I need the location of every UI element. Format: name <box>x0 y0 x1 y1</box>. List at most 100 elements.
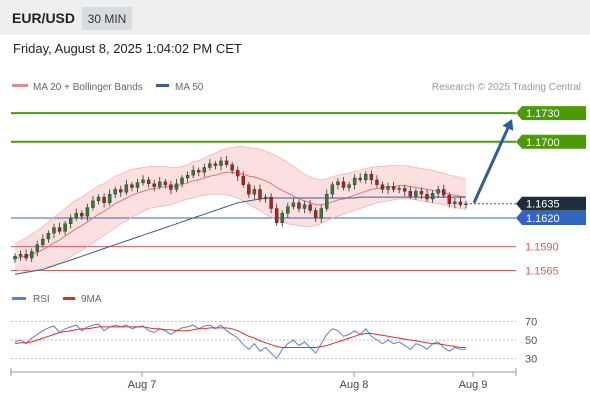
candle-body <box>152 183 156 187</box>
level-label-1.1700: 1.1700 <box>526 137 560 149</box>
candle-body <box>91 200 95 208</box>
candle-body <box>302 204 307 209</box>
candle-body <box>280 213 284 223</box>
candle-body <box>68 217 73 224</box>
candle-body <box>52 227 56 234</box>
arrow-shaft <box>472 127 510 204</box>
candle-body <box>241 175 246 185</box>
bollinger-lower-line <box>14 193 467 272</box>
candle-body <box>24 254 28 259</box>
candle-body <box>453 201 457 204</box>
candle-body <box>80 213 84 217</box>
candle-body <box>146 179 151 184</box>
candle-body <box>319 208 323 219</box>
candle-body <box>386 186 390 190</box>
candle-body <box>447 194 452 204</box>
candle-body <box>213 163 218 166</box>
candle-body <box>364 173 368 181</box>
level-label-1.1620: 1.1620 <box>526 213 560 225</box>
candlesticks <box>13 156 468 263</box>
candle-body <box>408 191 413 197</box>
candle-body <box>336 181 340 185</box>
candle-body <box>458 201 463 205</box>
ma20-line <box>14 171 467 259</box>
level-label-1.1565: 1.1565 <box>525 265 559 277</box>
timeframe-badge[interactable] <box>82 7 132 30</box>
candle-body <box>391 186 396 190</box>
level-tag-1.1700 <box>516 134 586 149</box>
candle-body <box>174 183 179 190</box>
candle-body <box>85 207 90 217</box>
candle-body <box>141 179 145 183</box>
candle-body <box>286 206 290 214</box>
ma50-line <box>14 196 466 275</box>
candle-body <box>124 184 129 193</box>
x-label-1: Aug 8 <box>340 379 369 391</box>
candle-body <box>419 191 424 195</box>
research-credit: Research © 2025 Trading Central <box>432 82 581 93</box>
candle-body <box>330 184 335 195</box>
bollinger-band-fill <box>15 146 466 272</box>
candle-body <box>308 204 312 211</box>
key-levels <box>11 112 516 271</box>
candle-body <box>430 193 435 200</box>
candle-body <box>269 196 273 209</box>
candle-body <box>46 233 51 240</box>
level-tags: 1.1730 1.1700 1.1620 1.1590 1.1565 1.1635 <box>516 106 586 277</box>
candle-body <box>35 244 40 252</box>
rsi-tick-50: 50 <box>525 335 537 347</box>
candle-body <box>163 181 168 185</box>
moving-averages <box>14 146 467 275</box>
candle-body <box>274 208 279 223</box>
rsi-ma-legend-swatch <box>63 297 75 300</box>
candle-body <box>297 202 301 209</box>
rsi-line <box>14 323 466 360</box>
candle-body <box>397 188 401 190</box>
level-tag-1.1620 <box>516 211 586 226</box>
candle-body <box>185 174 190 179</box>
candle-body <box>135 182 140 188</box>
candle-body <box>341 181 346 188</box>
candle-body <box>230 164 234 171</box>
candle-body <box>102 196 106 203</box>
candle-body <box>29 251 34 259</box>
timeframe-label: 30 MIN <box>88 12 127 26</box>
candle-body <box>247 184 251 195</box>
level-tag-1.1730 <box>516 106 586 121</box>
candle-body <box>57 227 62 232</box>
arrow-head <box>502 119 514 131</box>
candle-body <box>425 193 429 200</box>
current-price-label: 1.1635 <box>526 199 560 211</box>
symbol-title: EUR/USD <box>12 10 75 26</box>
current-price-tag <box>516 196 586 211</box>
ma20-legend-swatch <box>12 84 28 87</box>
candle-body <box>414 191 418 197</box>
candle-body <box>380 184 385 190</box>
candle-body <box>325 193 329 209</box>
candle-body <box>224 160 229 165</box>
x-label-0: Aug 7 <box>128 379 157 391</box>
rsi-tick-30: 30 <box>525 354 537 366</box>
candle-body <box>375 179 379 185</box>
candle-body <box>441 189 446 196</box>
candle-body <box>369 173 374 181</box>
level-label-1.1730: 1.1730 <box>526 108 560 120</box>
x-axis-labels: Aug 7 Aug 8 Aug 9 <box>128 372 487 391</box>
candle-body <box>18 254 23 257</box>
rsi-legend-label: RSI <box>33 294 50 305</box>
candle-body <box>291 202 296 207</box>
candle-body <box>352 177 357 185</box>
candle-body <box>180 177 184 184</box>
candle-body <box>197 170 201 173</box>
bollinger-upper-line <box>14 146 467 245</box>
candle-body <box>313 210 318 219</box>
candle-body <box>358 177 362 181</box>
candle-body <box>96 196 101 202</box>
candle-body <box>158 181 162 187</box>
rsi-ma-line <box>14 326 466 348</box>
rsi-legend-swatch <box>12 297 26 300</box>
candle-body <box>403 188 407 192</box>
candle-body <box>347 184 351 188</box>
